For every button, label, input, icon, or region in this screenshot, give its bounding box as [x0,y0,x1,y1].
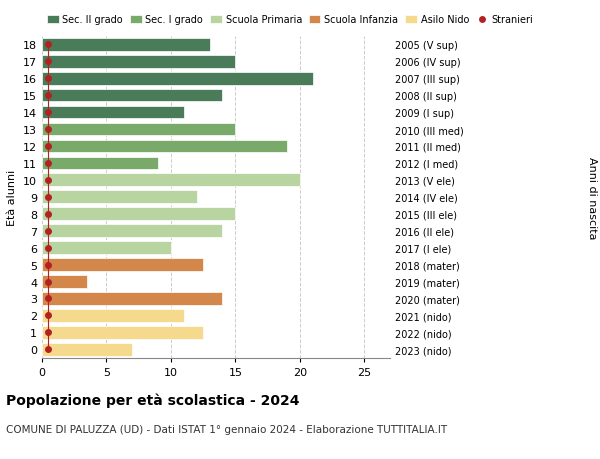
Text: COMUNE DI PALUZZA (UD) - Dati ISTAT 1° gennaio 2024 - Elaborazione TUTTITALIA.IT: COMUNE DI PALUZZA (UD) - Dati ISTAT 1° g… [6,425,447,435]
Bar [42,326,203,339]
Bar [42,123,235,136]
Bar [42,309,184,322]
Bar [42,157,158,170]
Bar [42,343,132,356]
Bar [42,292,223,305]
Bar [42,275,87,288]
Bar [42,90,223,102]
Bar [42,56,235,68]
Bar [42,73,313,85]
Bar [42,191,197,204]
Text: Popolazione per età scolastica - 2024: Popolazione per età scolastica - 2024 [6,392,299,407]
Bar [42,225,223,237]
Bar [42,259,203,271]
Bar [42,174,300,187]
Bar [42,106,184,119]
Bar [42,140,287,153]
Y-axis label: Età alunni: Età alunni [7,169,17,225]
Legend: Sec. II grado, Sec. I grado, Scuola Primaria, Scuola Infanzia, Asilo Nido, Stran: Sec. II grado, Sec. I grado, Scuola Prim… [47,16,533,25]
Bar [42,208,235,221]
Text: Anni di nascita: Anni di nascita [587,156,597,239]
Bar [42,242,171,254]
Bar [42,39,209,51]
